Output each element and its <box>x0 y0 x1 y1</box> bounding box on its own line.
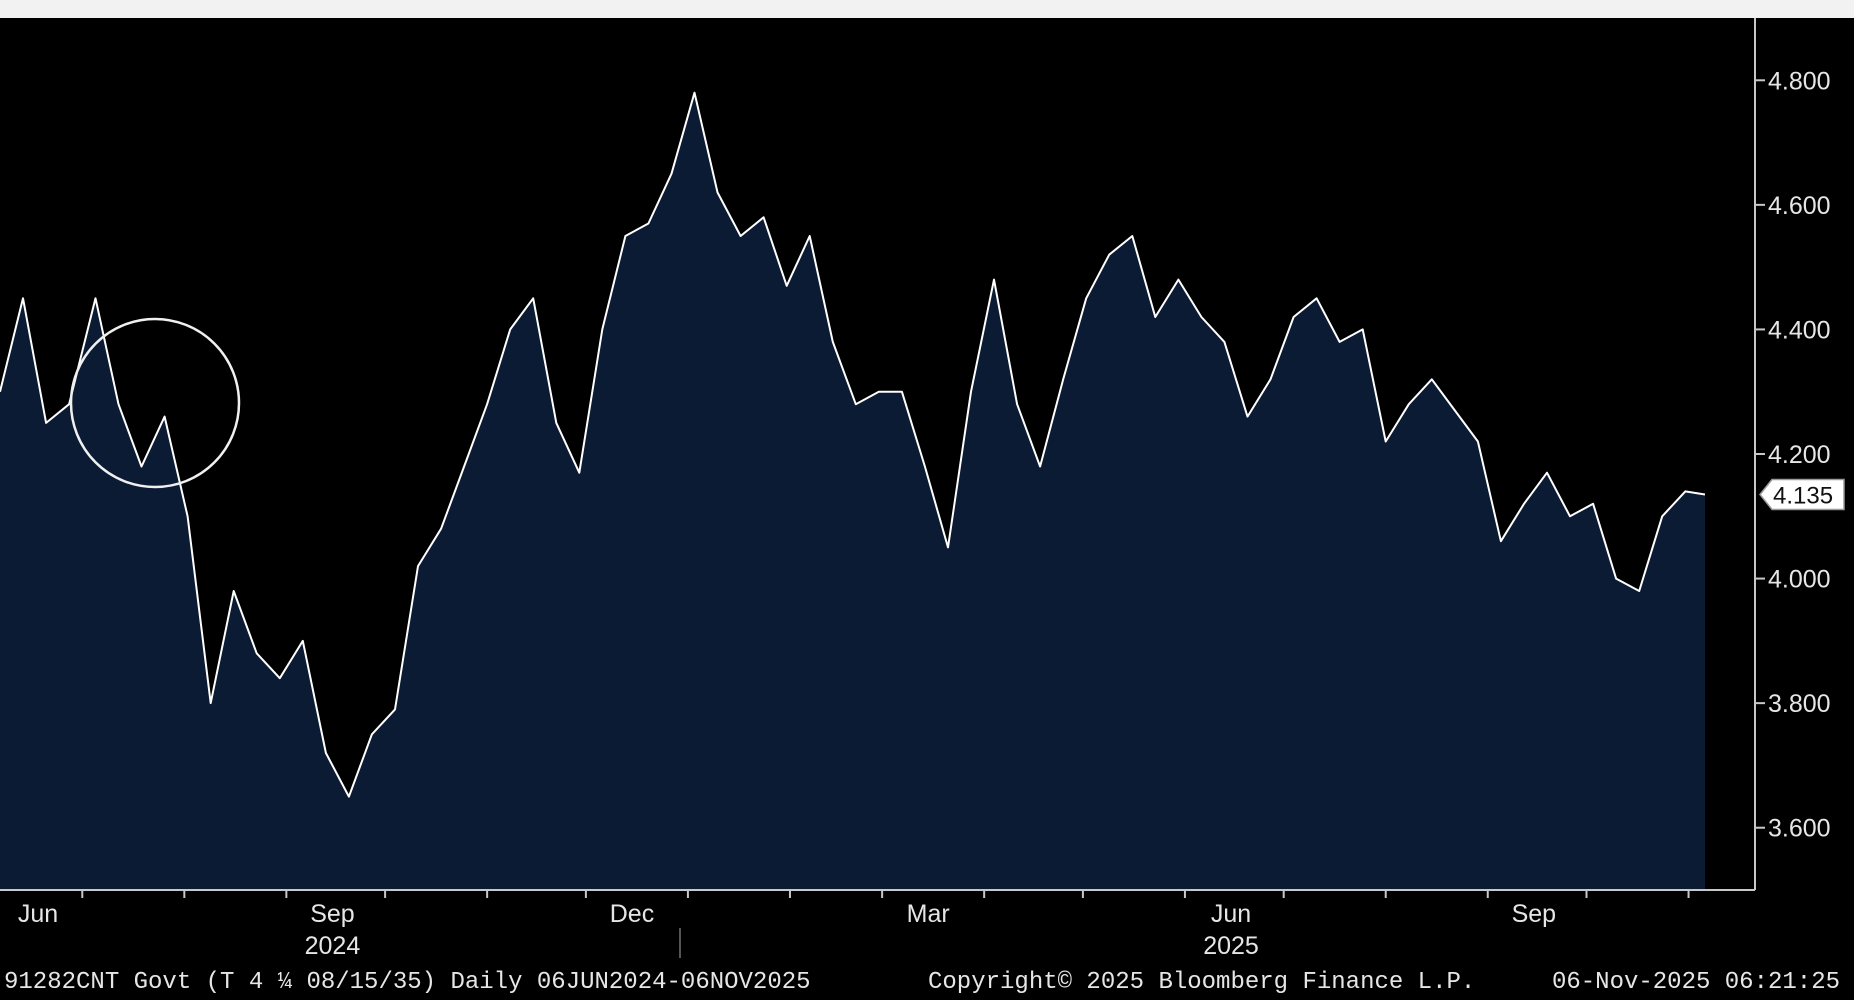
area-layer <box>0 92 1705 890</box>
x-tick-label: Sep <box>1512 900 1556 928</box>
timestamp-text: 06-Nov-2025 06:21:25 <box>1552 969 1840 996</box>
x-tick-label: Mar <box>907 900 950 928</box>
last-value-label: 4.135 <box>1773 482 1833 509</box>
last-value-badge: 4.135 <box>1759 478 1845 511</box>
x-tick-label: Sep <box>310 900 354 928</box>
y-tick-label: 4.000 <box>1768 566 1831 594</box>
x-year-label: 2024 <box>305 932 361 960</box>
series-line <box>0 91 1706 798</box>
x-year-label: 2025 <box>1203 932 1259 960</box>
top-border <box>0 0 1854 18</box>
y-tick-label: 3.800 <box>1768 690 1831 718</box>
x-tick-group: Jun Sep Dec Mar Jun Sep 2024 2025 <box>18 900 1556 960</box>
y-tick-label: 4.400 <box>1768 316 1831 344</box>
y-tick-label: 4.200 <box>1768 441 1831 469</box>
annotation-circle <box>69 317 241 489</box>
y-tick-group: 3.600 3.800 4.000 4.200 4.400 4.600 4.800 <box>1755 67 1831 843</box>
security-description: 91282CNT Govt (T 4 ¼ 08/15/35) Daily 06J… <box>4 969 811 996</box>
y-tick-label: 4.800 <box>1768 67 1831 95</box>
last-value-marker <box>1759 478 1845 511</box>
x-minor-tick-group <box>81 890 1690 898</box>
x-tick-label: Jun <box>18 900 58 928</box>
x-tick-label: Jun <box>1211 900 1251 928</box>
y-tick-label: 4.600 <box>1768 192 1831 220</box>
x-tick-label: Dec <box>610 900 654 928</box>
line-layer <box>0 91 1706 798</box>
copyright-text: Copyright© 2025 Bloomberg Finance L.P. <box>928 969 1475 996</box>
y-tick-label: 3.600 <box>1768 815 1831 843</box>
series-area <box>0 92 1705 890</box>
